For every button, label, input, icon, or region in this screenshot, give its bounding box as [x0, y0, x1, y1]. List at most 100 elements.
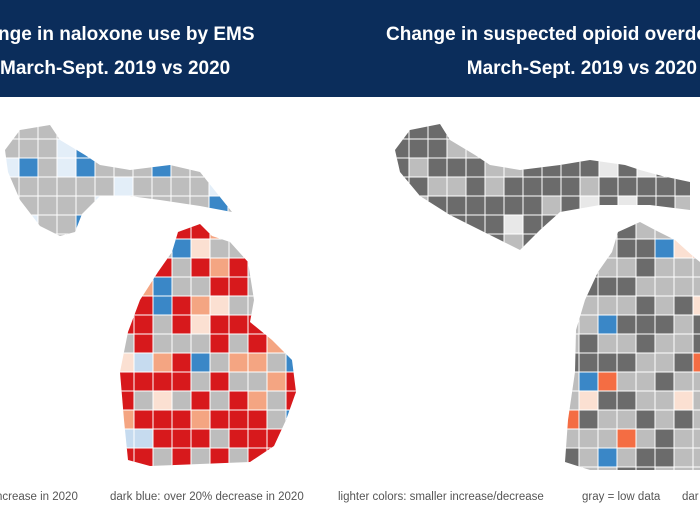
county: [654, 447, 675, 468]
county: [5, 157, 20, 178]
county: [285, 352, 296, 373]
county: [190, 390, 211, 411]
county: [151, 233, 172, 236]
county: [635, 238, 656, 259]
county: [542, 253, 561, 272]
county: [655, 138, 676, 159]
county: [565, 314, 580, 335]
county: [541, 138, 562, 159]
county: [522, 214, 543, 235]
county: [266, 447, 287, 466]
county: [578, 352, 599, 373]
county: [694, 234, 700, 253]
county: [395, 124, 410, 140]
county: [132, 214, 153, 235]
county: [75, 157, 96, 178]
county: [18, 157, 39, 178]
county: [227, 195, 232, 216]
county: [266, 428, 287, 449]
county: [504, 253, 523, 272]
county: [152, 276, 173, 297]
county: [247, 371, 268, 392]
county: [560, 157, 581, 178]
county: [635, 333, 656, 354]
county: [408, 195, 429, 216]
county: [673, 352, 694, 373]
county: [673, 371, 694, 392]
county: [266, 314, 287, 335]
county: [674, 195, 690, 216]
county: [598, 195, 619, 216]
county: [171, 409, 192, 430]
county: [597, 238, 618, 259]
county: [94, 195, 115, 216]
county: [616, 428, 637, 449]
legend-text: ncrease in 2020: [0, 491, 78, 503]
county: [427, 214, 448, 235]
county: [635, 447, 656, 468]
county: [654, 276, 675, 297]
county: [578, 371, 599, 392]
county: [395, 157, 410, 178]
county: [133, 314, 154, 335]
county: [209, 224, 230, 240]
county: [597, 276, 618, 297]
county: [75, 138, 96, 159]
county: [635, 257, 656, 278]
county: [597, 314, 618, 335]
county: [120, 352, 135, 373]
county: [465, 157, 486, 178]
county: [266, 352, 287, 373]
county: [228, 390, 249, 411]
county: [673, 276, 694, 297]
county: [674, 176, 690, 197]
region: [120, 224, 296, 486]
county: [267, 467, 286, 486]
county: [465, 138, 486, 159]
county: [484, 214, 505, 235]
county: [227, 157, 232, 178]
county: [171, 224, 192, 240]
county: [484, 138, 505, 159]
county: [694, 196, 700, 215]
county: [579, 157, 600, 178]
county: [692, 295, 700, 316]
county: [446, 138, 467, 159]
county: [655, 214, 676, 235]
county: [120, 428, 135, 449]
county: [616, 222, 637, 240]
county: [190, 352, 211, 373]
county: [692, 371, 700, 392]
county: [616, 276, 637, 297]
county: [565, 238, 580, 259]
county: [285, 447, 296, 466]
county: [133, 409, 154, 430]
county: [266, 409, 287, 430]
county: [247, 314, 268, 335]
county: [228, 238, 249, 259]
county: [285, 314, 296, 335]
county: [395, 214, 410, 235]
county: [113, 138, 134, 159]
county: [617, 195, 638, 216]
county: [132, 195, 153, 216]
county: [654, 238, 675, 259]
county: [247, 409, 268, 430]
county: [18, 138, 39, 159]
county: [228, 352, 249, 373]
county: [654, 352, 675, 373]
county: [692, 390, 700, 411]
county: [578, 447, 599, 468]
county: [408, 233, 429, 250]
county: [465, 124, 486, 140]
county: [133, 276, 154, 297]
county: [654, 371, 675, 392]
county: [190, 428, 211, 449]
county: [635, 428, 656, 449]
county: [209, 352, 230, 373]
county: [692, 466, 700, 470]
county: [597, 352, 618, 373]
county: [247, 295, 268, 316]
county: [579, 176, 600, 197]
county: [209, 409, 230, 430]
